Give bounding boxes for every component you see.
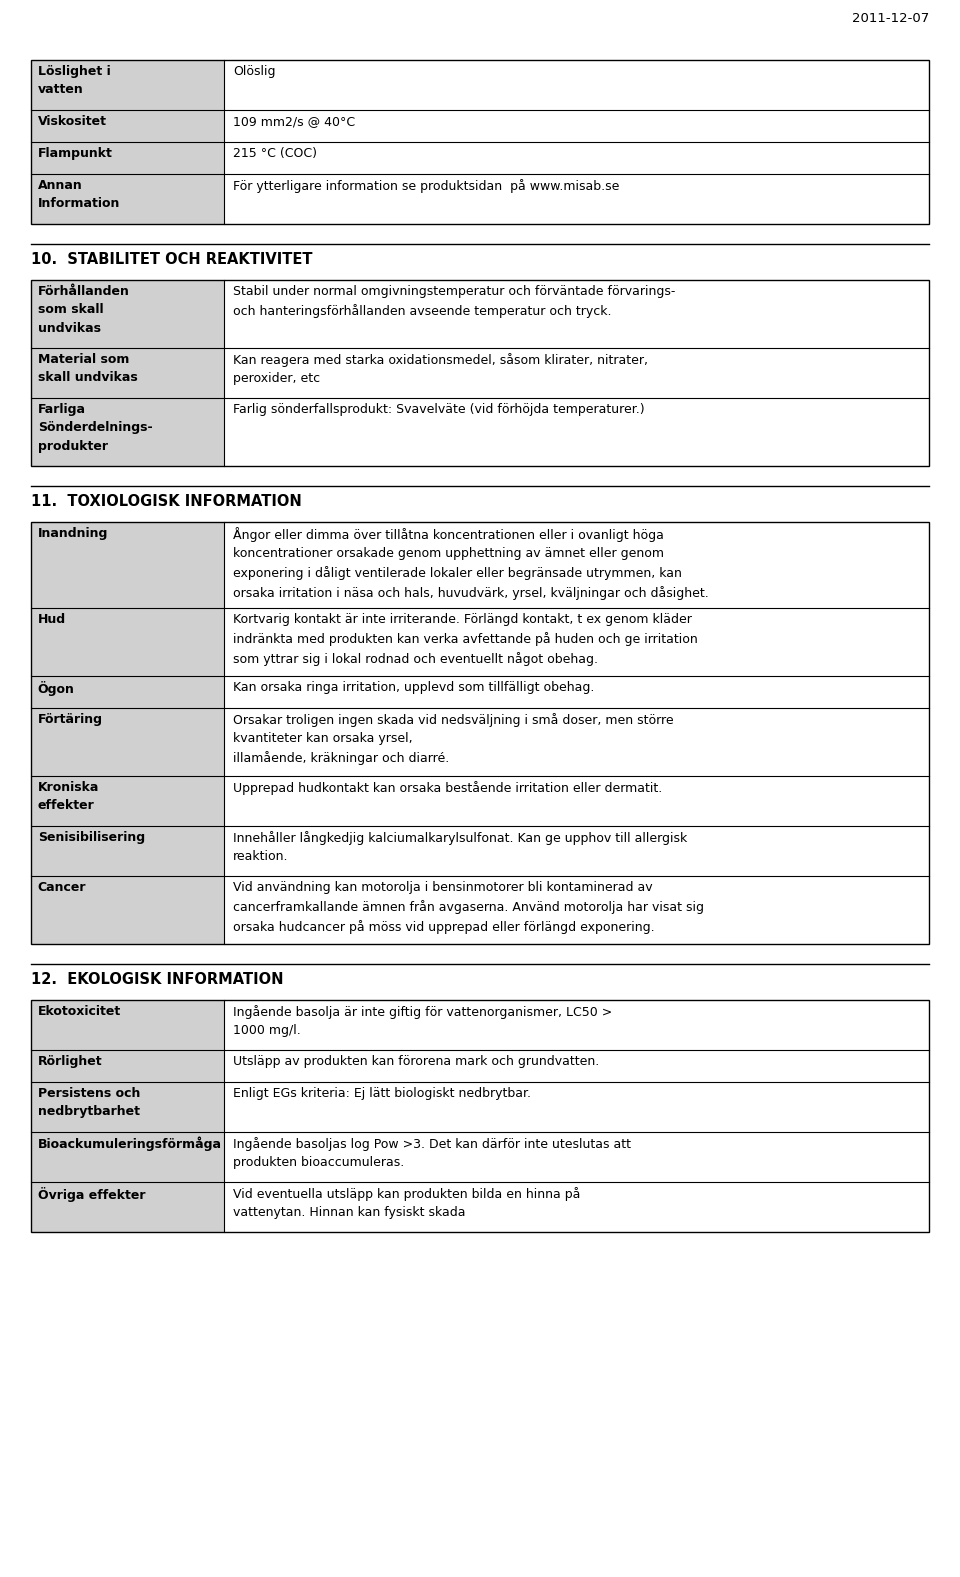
Bar — [31, 776, 224, 826]
Text: Kan orsaka ringa irritation, upplevd som tillfälligt obehag.: Kan orsaka ringa irritation, upplevd som… — [233, 681, 594, 694]
Text: Senisibilisering: Senisibilisering — [37, 831, 145, 844]
Bar — [31, 1000, 929, 1232]
Text: 10.  STABILITET OCH REAKTIVITET: 10. STABILITET OCH REAKTIVITET — [31, 252, 312, 267]
Text: Enligt EGs kriteria: Ej lätt biologiskt nedbrytbar.: Enligt EGs kriteria: Ej lätt biologiskt … — [233, 1087, 531, 1099]
Text: För ytterligare information se produktsidan  på www.misab.se: För ytterligare information se produktsi… — [233, 178, 619, 192]
Bar — [224, 609, 929, 677]
Text: Upprepad hudkontakt kan orsaka bestående irritation eller dermatit.: Upprepad hudkontakt kan orsaka bestående… — [233, 781, 662, 795]
Bar — [224, 708, 929, 776]
Bar — [31, 826, 224, 875]
Text: Flampunkt: Flampunkt — [37, 147, 112, 159]
Bar — [31, 142, 224, 173]
Bar — [224, 522, 929, 609]
Text: Ekotoxicitet: Ekotoxicitet — [37, 1005, 121, 1017]
Text: Löslighet i
vatten: Löslighet i vatten — [37, 65, 110, 96]
Bar — [224, 397, 929, 465]
Bar — [224, 1000, 929, 1050]
Bar — [31, 875, 224, 945]
Bar — [31, 1183, 224, 1232]
Bar — [224, 142, 929, 173]
Text: Cancer: Cancer — [37, 882, 86, 894]
Bar — [31, 60, 224, 110]
Bar — [224, 875, 929, 945]
Bar — [31, 1132, 224, 1183]
Bar — [31, 281, 224, 349]
Text: Utsläpp av produkten kan förorena mark och grundvatten.: Utsläpp av produkten kan förorena mark o… — [233, 1055, 599, 1068]
Text: Ingående basoljas log Pow >3. Det kan därför inte uteslutas att
produkten bioacc: Ingående basoljas log Pow >3. Det kan dä… — [233, 1137, 631, 1170]
Bar — [31, 349, 224, 397]
Text: Vid eventuella utsläpp kan produkten bilda en hinna på
vattenytan. Hinnan kan fy: Vid eventuella utsläpp kan produkten bil… — [233, 1187, 580, 1219]
Bar — [31, 1050, 224, 1082]
Text: Ögon: Ögon — [37, 681, 75, 695]
Bar — [224, 677, 929, 708]
Bar — [224, 110, 929, 142]
Text: Rörlighet: Rörlighet — [37, 1055, 103, 1068]
Text: Material som
skall undvikas: Material som skall undvikas — [37, 353, 137, 385]
Bar — [31, 1082, 224, 1132]
Bar — [224, 60, 929, 110]
Bar — [224, 173, 929, 224]
Text: Bioackumuleringsförmåga: Bioackumuleringsförmåga — [37, 1137, 222, 1151]
Text: Övriga effekter: Övriga effekter — [37, 1187, 145, 1202]
Text: Viskositet: Viskositet — [37, 115, 107, 128]
Text: Inandning: Inandning — [37, 527, 108, 539]
Text: 11.  TOXIOLOGISK INFORMATION: 11. TOXIOLOGISK INFORMATION — [31, 494, 301, 509]
Text: Kroniska
effekter: Kroniska effekter — [37, 781, 99, 812]
Text: Ångor eller dimma över tillåtna koncentrationen eller i ovanligt höga
koncentrat: Ångor eller dimma över tillåtna koncentr… — [233, 527, 708, 601]
Bar — [31, 1000, 224, 1050]
Text: Olöslig: Olöslig — [233, 65, 276, 77]
Text: 12.  EKOLOGISK INFORMATION: 12. EKOLOGISK INFORMATION — [31, 971, 283, 987]
Bar — [31, 173, 224, 224]
Text: Hud: Hud — [37, 613, 66, 626]
Bar — [31, 522, 929, 945]
Bar — [31, 609, 224, 677]
Text: Ingående basolja är inte giftig för vattenorganismer, LC50 >
1000 mg/l.: Ingående basolja är inte giftig för vatt… — [233, 1005, 612, 1038]
Text: Farlig sönderfallsprodukt: Svavelväte (vid förhöjda temperaturer.): Farlig sönderfallsprodukt: Svavelväte (v… — [233, 402, 644, 416]
Text: Kan reagera med starka oxidationsmedel, såsom klirater, nitrater,
peroxider, etc: Kan reagera med starka oxidationsmedel, … — [233, 353, 648, 385]
Text: Kortvarig kontakt är inte irriterande. Förlängd kontakt, t ex genom kläder
indrä: Kortvarig kontakt är inte irriterande. F… — [233, 613, 698, 665]
Text: 215 °C (COC): 215 °C (COC) — [233, 147, 317, 159]
Text: 109 mm2/s @ 40°C: 109 mm2/s @ 40°C — [233, 115, 355, 128]
Bar — [224, 349, 929, 397]
Bar — [31, 281, 929, 465]
Bar — [224, 281, 929, 349]
Text: Farliga
Sönderdelnings-
produkter: Farliga Sönderdelnings- produkter — [37, 402, 153, 453]
Text: Vid användning kan motorolja i bensinmotorer bli kontaminerad av
cancerframkalla: Vid användning kan motorolja i bensinmot… — [233, 882, 704, 934]
Text: Orsakar troligen ingen skada vid nedsväljning i små doser, men större
kvantitete: Orsakar troligen ingen skada vid nedsväl… — [233, 713, 674, 765]
Text: Förhållanden
som skall
undvikas: Förhållanden som skall undvikas — [37, 285, 130, 334]
Text: Förtäring: Förtäring — [37, 713, 103, 725]
Bar — [31, 397, 224, 465]
Text: Innehåller långkedjig kalciumalkarylsulfonat. Kan ge upphov till allergisk
reakt: Innehåller långkedjig kalciumalkarylsulf… — [233, 831, 687, 863]
Text: 2011-12-07: 2011-12-07 — [852, 13, 929, 25]
Bar — [224, 826, 929, 875]
Bar — [224, 1050, 929, 1082]
Bar — [31, 522, 224, 609]
Bar — [224, 1082, 929, 1132]
Bar — [31, 110, 224, 142]
Bar — [31, 708, 224, 776]
Bar — [224, 1132, 929, 1183]
Bar — [224, 776, 929, 826]
Text: Stabil under normal omgivningstemperatur och förväntade förvarings-
och hanterin: Stabil under normal omgivningstemperatur… — [233, 285, 675, 319]
Text: Persistens och
nedbrytbarhet: Persistens och nedbrytbarhet — [37, 1087, 140, 1118]
Bar — [31, 60, 929, 224]
Text: Annan
Information: Annan Information — [37, 178, 120, 210]
Bar — [31, 677, 224, 708]
Bar — [224, 1183, 929, 1232]
